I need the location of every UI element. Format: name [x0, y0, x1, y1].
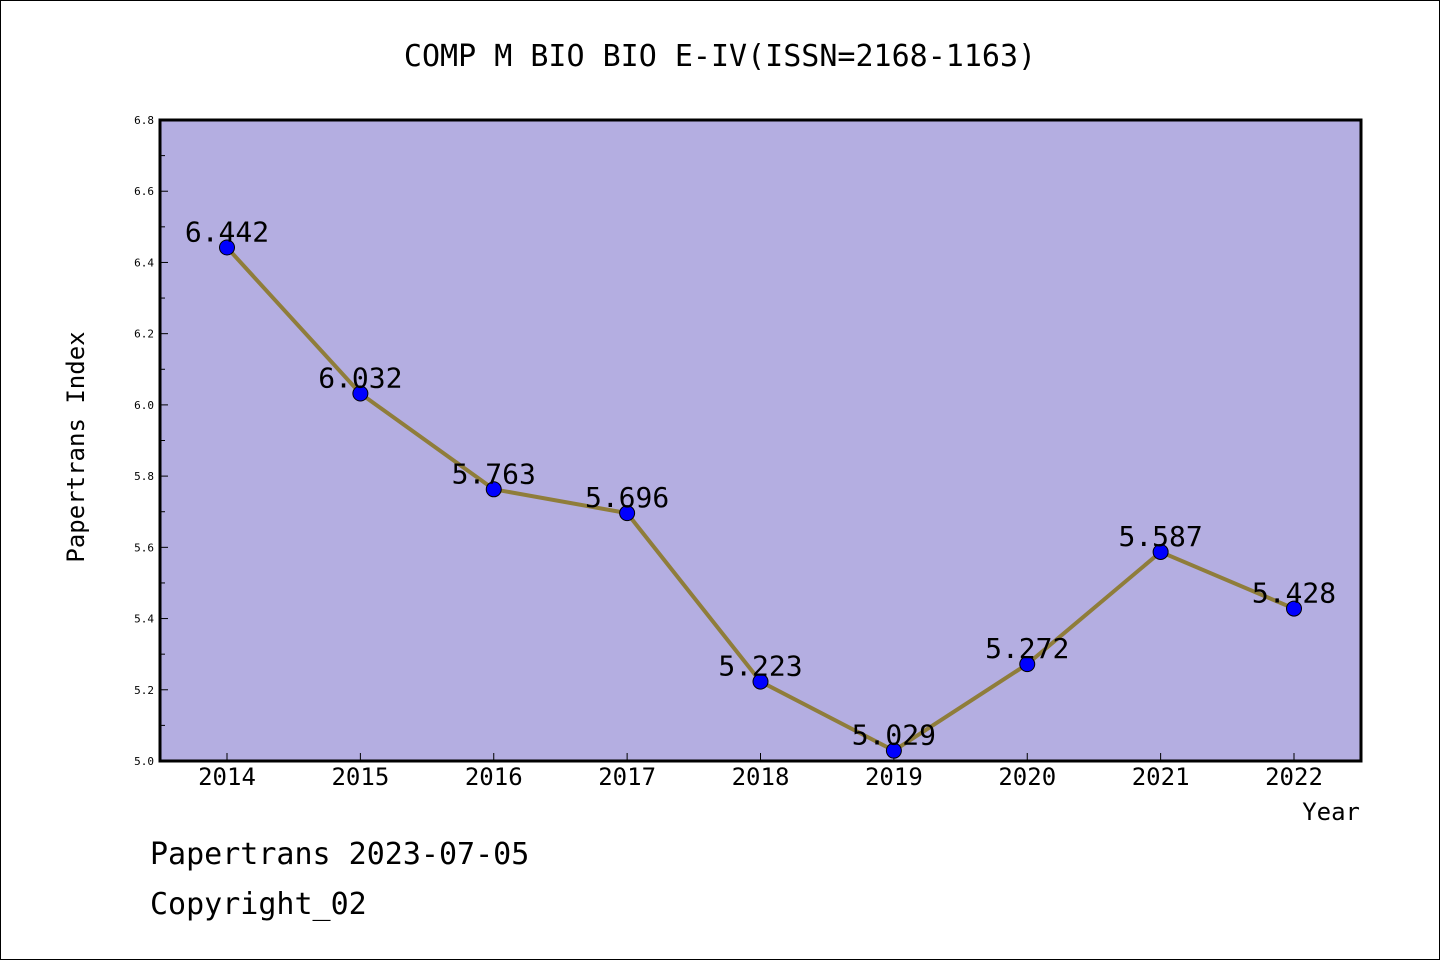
series-layer: 6.442 6.032 5.763 5.696 5.223 5.029 5.272 5.587… [185, 215, 1336, 759]
x-tick-label: 2016 [465, 763, 523, 791]
x-tick-label: 2018 [732, 763, 790, 791]
x-tick-label: 2015 [331, 763, 389, 791]
data-point [619, 505, 636, 522]
y-tick-label: 6.2 [134, 328, 154, 341]
data-label: 5.587 [1118, 520, 1202, 553]
x-tick-label: 2020 [998, 763, 1056, 791]
data-point [885, 742, 902, 759]
x-tick-label: 2022 [1265, 763, 1323, 791]
footer-copyright: Copyright_02 [150, 887, 367, 922]
y-tick-label: 5.0 [134, 755, 154, 768]
x-tick-label: 2019 [865, 763, 923, 791]
data-label: 5.029 [852, 719, 936, 752]
data-point [485, 481, 502, 498]
data-label: 5.223 [718, 650, 802, 683]
data-point [1152, 543, 1169, 560]
data-label: 6.442 [185, 215, 269, 248]
plot-area [158, 118, 1363, 763]
y-tick-label: 5.8 [134, 470, 154, 483]
x-axis: 2014 2015 2016 2017 2018 2019 2020 2021 2022 [198, 753, 1323, 791]
data-label: 6.032 [318, 361, 402, 394]
data-point [752, 673, 769, 690]
data-point [352, 385, 369, 402]
data-label: 5.696 [585, 481, 669, 514]
y-axis: 5.0 5.2 5.4 5.6 5.8 6.0 6.2 6.4 6.6 6.8 [134, 114, 168, 768]
y-axis-label: Papertrans Index [62, 331, 90, 562]
data-label: 5.763 [452, 457, 536, 490]
chart-title: COMP M BIO BIO E-IV(ISSN=2168-1163) [404, 39, 1036, 74]
data-point [219, 239, 235, 256]
x-tick-label: 2021 [1132, 763, 1190, 791]
y-tick-label: 6.0 [134, 399, 154, 412]
y-tick-label: 5.6 [134, 541, 154, 554]
x-tick-label: 2017 [598, 763, 656, 791]
data-point [1019, 656, 1036, 673]
x-tick-label: 2014 [198, 763, 256, 791]
footer-source: Papertrans 2023-07-05 [150, 837, 529, 872]
y-tick-label: 6.8 [134, 114, 154, 127]
y-tick-label: 6.4 [134, 256, 154, 269]
data-label: 5.428 [1252, 577, 1336, 610]
y-tick-label: 5.2 [134, 684, 154, 697]
y-tick-label: 5.4 [134, 613, 154, 626]
data-point [1286, 600, 1302, 617]
x-axis-label: Year [1302, 798, 1360, 826]
y-tick-label: 6.6 [134, 185, 154, 198]
data-label: 5.272 [985, 632, 1069, 665]
